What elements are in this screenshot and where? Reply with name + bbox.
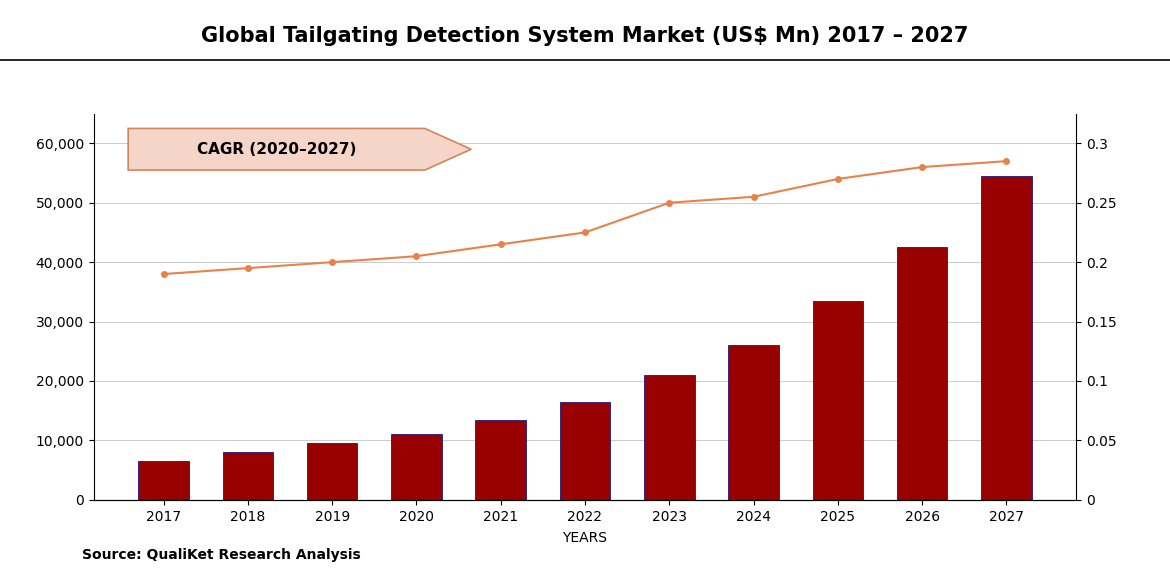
Text: CAGR (2020–2027): CAGR (2020–2027) — [197, 142, 356, 157]
Bar — [307, 444, 357, 500]
Bar — [138, 461, 188, 500]
Bar — [728, 345, 779, 500]
Text: Global Tailgating Detection System Market (US$ Mn) 2017 – 2027: Global Tailgating Detection System Marke… — [201, 26, 969, 45]
Bar — [897, 247, 948, 500]
Bar — [222, 452, 273, 500]
Bar — [559, 402, 611, 500]
Bar — [391, 435, 442, 500]
Bar — [475, 420, 526, 500]
X-axis label: YEARS: YEARS — [563, 531, 607, 545]
Bar — [644, 375, 695, 500]
Bar — [813, 301, 863, 500]
Text: Source: QualiKet Research Analysis: Source: QualiKet Research Analysis — [82, 548, 360, 562]
Polygon shape — [129, 128, 472, 170]
Bar — [982, 176, 1032, 500]
